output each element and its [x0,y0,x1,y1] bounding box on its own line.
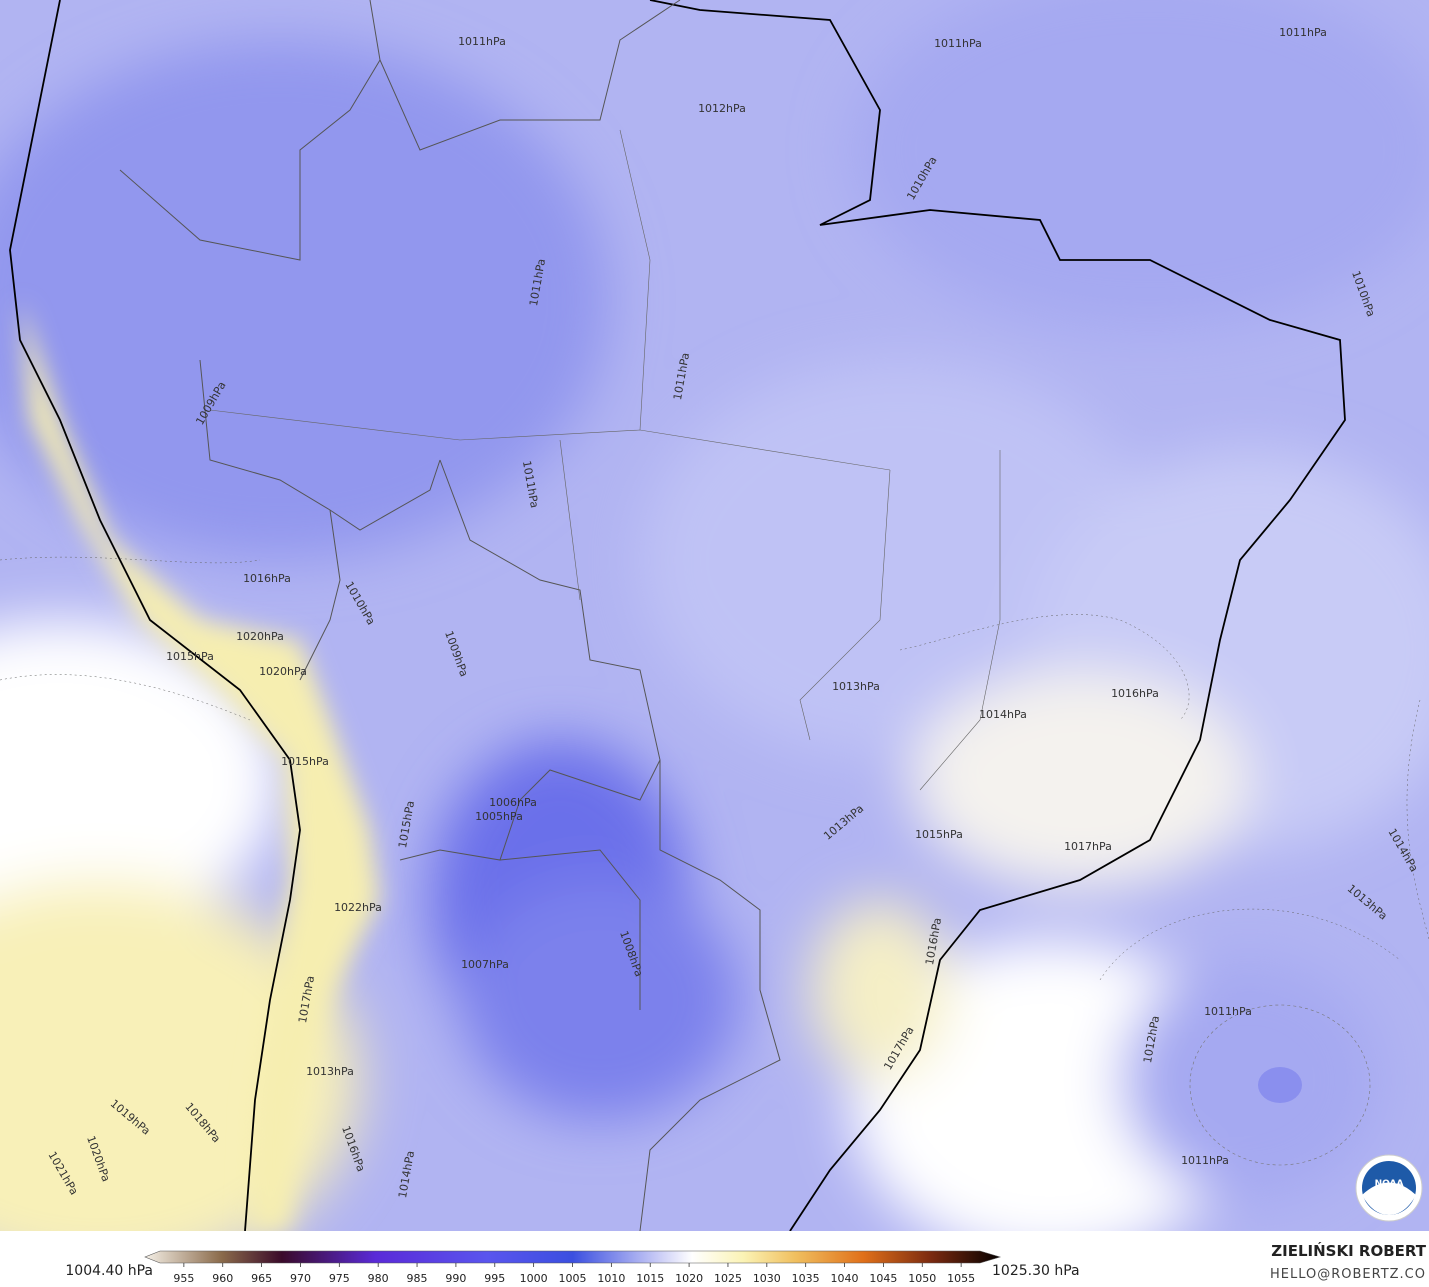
colorbar-tick-label: 985 [407,1272,428,1285]
andes-high [20,300,380,1231]
isobar-label: 1011hPa [1279,26,1327,39]
state-borders [209,129,1001,791]
colorbar-tick-label: 965 [251,1272,272,1285]
colorbar-tick-label: 975 [329,1272,350,1285]
isobar-label: 1020hPa [236,630,284,643]
isobar-label: 1013hPa [832,680,880,693]
colorbar-tick-label: 960 [212,1272,233,1285]
colorbar-ticks: 955 960 965 970 975 980 985 990 995 1000 1005 1010 1… [173,1263,975,1285]
isobar-label: 1013hPa [306,1065,354,1078]
colorbar [144,1250,1002,1264]
colorbar-tick-label: 1050 [908,1272,936,1285]
colorbar-tick-label: 1020 [675,1272,703,1285]
isobar-label: 1020hPa [259,665,307,678]
colorbar-tick-label: 1025 [714,1272,742,1285]
colorbar-tick-label: 955 [173,1272,194,1285]
colorbar-tick-label: 1040 [831,1272,859,1285]
author-name: ZIELIŃSKI ROBERT [1271,1241,1426,1260]
colorbar-tick-label: 990 [445,1272,466,1285]
isobar-label: 1017hPa [1064,840,1112,853]
isobar-label: 1014hPa [979,708,1027,721]
isobar-label: 1011hPa [934,37,982,50]
east-coastline [649,0,1346,1231]
isobar-label: 1015hPa [915,828,963,841]
noaa-logo: NOAA [1355,1154,1423,1222]
colorbar-tick-label: 1055 [947,1272,975,1285]
west-coastline [9,0,301,1231]
colorbar-tick-label: 970 [290,1272,311,1285]
author-email: HELLO@ROBERTZ.CO [1270,1267,1426,1282]
isobar-label: 1012hPa [698,102,746,115]
isobar-label: 1007hPa [461,958,509,971]
isobar-label: 1015hPa [281,755,329,768]
isobar [1189,1004,1371,1166]
isobar-label: 1005hPa [475,810,523,823]
colorbar-tick-label: 1035 [792,1272,820,1285]
colorbar-tick-label: 980 [368,1272,389,1285]
isobar-label: 1011hPa [1204,1005,1252,1018]
colorbar-tick-label: 1005 [559,1272,587,1285]
low-core [1258,1067,1302,1103]
isobar-label: 1011hPa [1181,1154,1229,1167]
isobar-label: 1011hPa [458,35,506,48]
isobar-label: 1006hPa [489,796,537,809]
borders [119,0,781,1231]
colorbar-tick-label: 1030 [753,1272,781,1285]
colorbar-tick-label: 995 [484,1272,505,1285]
isobar-label: 1016hPa [243,572,291,585]
colorbar-tick-label: 1000 [520,1272,548,1285]
colorbar-tick-label: 1010 [597,1272,625,1285]
logo-text: NOAA [1375,1179,1404,1189]
colorbar-tick-label: 1015 [636,1272,664,1285]
colorbar-tick-label: 1045 [869,1272,897,1285]
isobar-label: 1015hPa [166,650,214,663]
isobar-label: 1016hPa [1111,687,1159,700]
isobar-label: 1022hPa [334,901,382,914]
colorbar-min: 1004.40 hPa [65,1263,153,1279]
colorbar-max: 1025.30 hPa [992,1263,1080,1279]
isobars [0,556,1429,981]
